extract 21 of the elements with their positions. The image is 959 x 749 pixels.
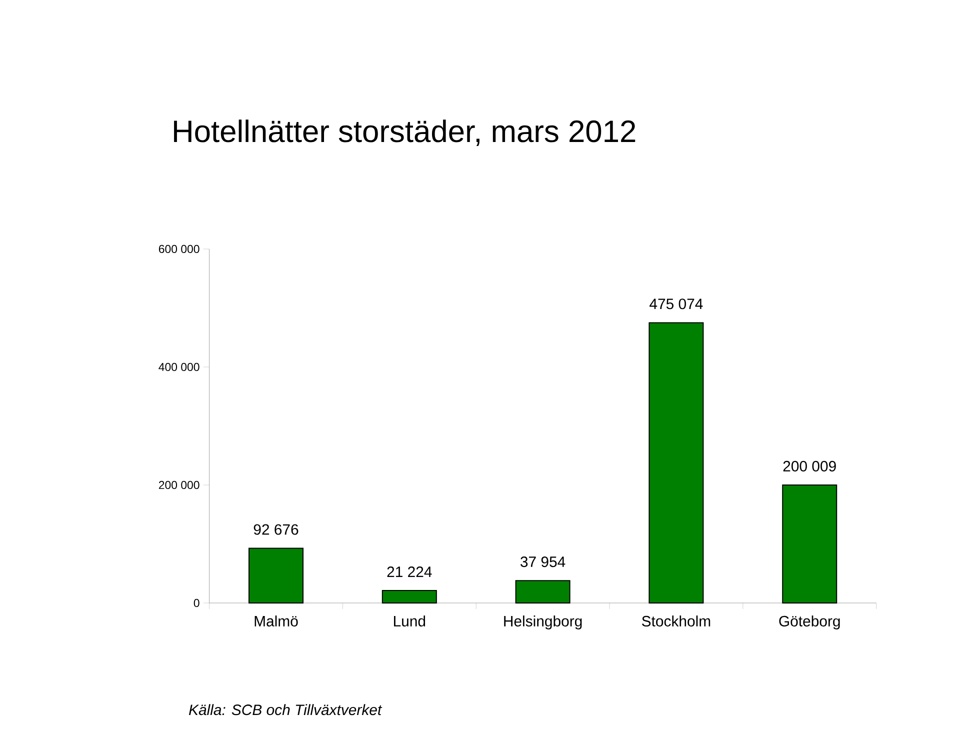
y-tick-label: 400 000 (158, 362, 200, 372)
data-label: 92 676 (254, 524, 298, 535)
x-tick-label: Lund (394, 616, 426, 626)
y-tick-label: 600 000 (158, 244, 200, 254)
data-label: 475 074 (650, 298, 703, 310)
text: Källa: SCB och Tillväxtverket (188, 704, 382, 716)
x-tick-label: Stockholm (642, 616, 710, 626)
data-label: 200 009 (783, 460, 836, 472)
bar (248, 548, 304, 604)
bar (648, 322, 704, 604)
chart-title: Hotellnätter storstäder, mars 2012 (174, 120, 636, 146)
x-tick-label: Göteborg (779, 616, 840, 630)
bar (382, 590, 437, 604)
bar (515, 580, 570, 604)
data-label: 37 954 (520, 556, 566, 568)
x-tick-label: Helsingborg (504, 616, 582, 630)
data-label: 21 224 (387, 566, 432, 577)
y-tick-label: 200 000 (158, 480, 200, 490)
y-tick-label: 0 (194, 598, 200, 608)
bar (782, 484, 838, 604)
x-tick-label: Malmö (254, 616, 298, 626)
